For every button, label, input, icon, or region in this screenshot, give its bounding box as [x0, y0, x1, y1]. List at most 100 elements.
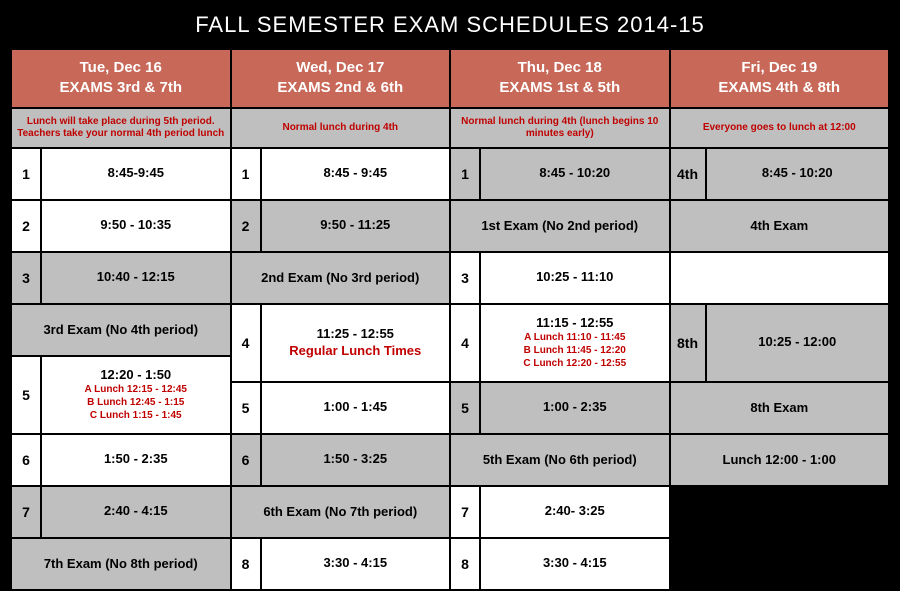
table-row: 310:40 - 12:15 [12, 253, 230, 305]
exam-merged-cell: 1st Exam (No 2nd period) [451, 201, 669, 253]
table-row: 4 11:15 - 12:55 A Lunch 11:10 - 11:45 B … [451, 305, 669, 383]
day-header: Wed, Dec 17 EXAMS 2nd & 6th [232, 48, 450, 109]
period-label: 1 [12, 149, 42, 199]
table-row: 72:40- 3:25 [451, 487, 669, 539]
table-row: 8th10:25 - 12:00 [671, 305, 889, 383]
lunch-note: Normal lunch during 4th [232, 109, 450, 149]
lunch-a: A Lunch 12:15 - 12:45 [85, 383, 187, 396]
time-cell: 3:30 - 4:15 [481, 539, 669, 589]
lunch-cell: 12:20 - 1:50 A Lunch 12:15 - 12:45 B Lun… [42, 357, 230, 433]
time-cell: 2:40 - 4:15 [42, 487, 230, 537]
table-row: 5 12:20 - 1:50 A Lunch 12:15 - 12:45 B L… [12, 357, 230, 435]
time-cell: 10:40 - 12:15 [42, 253, 230, 303]
period-label: 1 [232, 149, 262, 199]
period-label: 7 [451, 487, 481, 537]
period-label: 4th [671, 149, 707, 199]
table-row: 4 11:25 - 12:55 Regular Lunch Times [232, 305, 450, 383]
time-cell: 1:00 - 1:45 [262, 383, 450, 433]
period-label: 6 [232, 435, 262, 485]
lunch-c: C Lunch 1:15 - 1:45 [90, 409, 182, 422]
table-row: 61:50 - 3:25 [232, 435, 450, 487]
time-cell: 2:40- 3:25 [481, 487, 669, 537]
table-row: 310:25 - 11:10 [451, 253, 669, 305]
day-date: Fri, Dec 19 [741, 59, 817, 76]
period-label: 3 [451, 253, 481, 303]
table-row: 72:40 - 4:15 [12, 487, 230, 539]
period-label: 2 [232, 201, 262, 251]
day-column-thu: Thu, Dec 18 EXAMS 1st & 5th Normal lunch… [449, 48, 669, 591]
black-fill [671, 539, 889, 591]
table-row: 18:45-9:45 [12, 149, 230, 201]
table-row: 29:50 - 10:35 [12, 201, 230, 253]
period-label: 6 [12, 435, 42, 485]
period-label: 5 [12, 357, 42, 433]
period-label: 4 [232, 305, 262, 381]
table-row: 51:00 - 1:45 [232, 383, 450, 435]
period-label: 2 [12, 201, 42, 251]
day-date: Thu, Dec 18 [518, 59, 602, 76]
page-title: FALL SEMESTER EXAM SCHEDULES 2014-15 [0, 0, 900, 48]
day-column-wed: Wed, Dec 17 EXAMS 2nd & 6th Normal lunch… [230, 48, 450, 591]
exam-merged-cell: 3rd Exam (No 4th period) [12, 305, 230, 357]
lunch-b: B Lunch 12:45 - 1:15 [87, 396, 184, 409]
period-label: 1 [451, 149, 481, 199]
lunch-c: C Lunch 12:20 - 12:55 [523, 357, 626, 370]
period-label: 3 [12, 253, 42, 303]
exam-merged-cell: 6th Exam (No 7th period) [232, 487, 450, 539]
period-label: 5 [451, 383, 481, 433]
period-label: 5 [232, 383, 262, 433]
table-row: 83:30 - 4:15 [451, 539, 669, 591]
lunch-main-time: 11:15 - 12:55 [536, 315, 613, 332]
lunch-cell: 11:15 - 12:55 A Lunch 11:10 - 11:45 B Lu… [481, 305, 669, 381]
exam-merged-cell: 2nd Exam (No 3rd period) [232, 253, 450, 305]
lunch-regular: Regular Lunch Times [289, 343, 421, 360]
day-exams: EXAMS 4th & 8th [718, 79, 840, 96]
period-label: 8th [671, 305, 707, 381]
day-header: Tue, Dec 16 EXAMS 3rd & 7th [12, 48, 230, 109]
table-row: 4th8:45 - 10:20 [671, 149, 889, 201]
black-fill [671, 487, 889, 539]
period-label: 8 [451, 539, 481, 589]
lunch-note: Everyone goes to lunch at 12:00 [671, 109, 889, 149]
day-column-tue: Tue, Dec 16 EXAMS 3rd & 7th Lunch will t… [10, 48, 230, 591]
period-label: 7 [12, 487, 42, 537]
day-header: Fri, Dec 19 EXAMS 4th & 8th [671, 48, 889, 109]
day-exams: EXAMS 3rd & 7th [59, 79, 182, 96]
exam-merged-cell: 5th Exam (No 6th period) [451, 435, 669, 487]
day-date: Tue, Dec 16 [80, 59, 162, 76]
lunch-main-time: 11:25 - 12:55 [317, 326, 394, 343]
lunch-cell: 11:25 - 12:55 Regular Lunch Times [262, 305, 450, 381]
lunch-note: Normal lunch during 4th (lunch begins 10… [451, 109, 669, 149]
table-row: 61:50 - 2:35 [12, 435, 230, 487]
time-cell: 1:50 - 3:25 [262, 435, 450, 485]
schedule-grid: Tue, Dec 16 EXAMS 3rd & 7th Lunch will t… [0, 48, 900, 591]
time-cell: 10:25 - 12:00 [707, 305, 889, 381]
table-row: 18:45 - 10:20 [451, 149, 669, 201]
time-cell: 8:45 - 10:20 [707, 149, 889, 199]
period-label: 8 [232, 539, 262, 589]
time-cell: 9:50 - 10:35 [42, 201, 230, 251]
day-header: Thu, Dec 18 EXAMS 1st & 5th [451, 48, 669, 109]
time-cell: 8:45 - 10:20 [481, 149, 669, 199]
lunch-main-time: 12:20 - 1:50 [100, 367, 171, 384]
time-cell: 9:50 - 11:25 [262, 201, 450, 251]
day-column-fri: Fri, Dec 19 EXAMS 4th & 8th Everyone goe… [669, 48, 891, 591]
time-cell: 10:25 - 11:10 [481, 253, 669, 303]
time-cell: 1:00 - 2:35 [481, 383, 669, 433]
exam-merged-cell: 4th Exam [671, 201, 889, 253]
blank-cell [671, 253, 889, 305]
exam-merged-cell: 7th Exam (No 8th period) [12, 539, 230, 591]
period-label: 4 [451, 305, 481, 381]
table-row: 18:45 - 9:45 [232, 149, 450, 201]
time-cell: 8:45-9:45 [42, 149, 230, 199]
lunch-b: B Lunch 11:45 - 12:20 [524, 344, 626, 357]
exam-merged-cell: 8th Exam [671, 383, 889, 435]
day-date: Wed, Dec 17 [296, 59, 384, 76]
time-cell: 1:50 - 2:35 [42, 435, 230, 485]
lunch-a: A Lunch 11:10 - 11:45 [524, 331, 625, 344]
day-exams: EXAMS 1st & 5th [499, 79, 620, 96]
lunch-merged-cell: Lunch 12:00 - 1:00 [671, 435, 889, 487]
day-exams: EXAMS 2nd & 6th [277, 79, 403, 96]
lunch-note: Lunch will take place during 5th period.… [12, 109, 230, 149]
time-cell: 8:45 - 9:45 [262, 149, 450, 199]
